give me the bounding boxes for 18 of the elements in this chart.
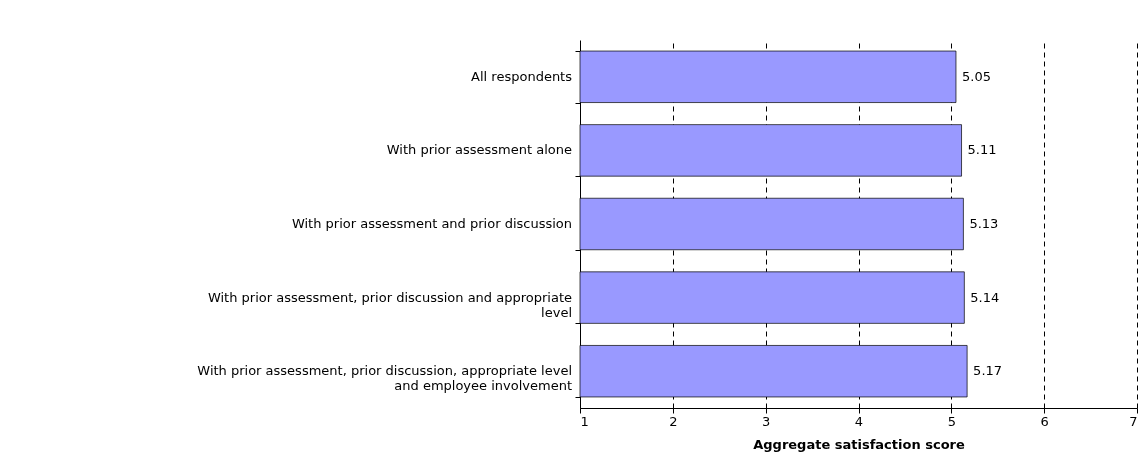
x-tick-label: 1 xyxy=(580,413,589,429)
x-tick-label: 6 xyxy=(1040,413,1049,429)
x-tick-label: 5 xyxy=(947,413,956,429)
x-tick-label: 7 xyxy=(1129,413,1138,429)
x-tick-label: 4 xyxy=(854,413,864,429)
data-label: 5.11 xyxy=(967,142,997,158)
x-tick-label: 2 xyxy=(669,413,678,429)
data-label: 5.05 xyxy=(961,68,991,84)
y-tick-label: With prior assessment and prior discussion xyxy=(291,216,572,231)
data-label: 5.17 xyxy=(973,363,1003,379)
data-label: 5.14 xyxy=(970,289,1000,305)
data-label: 5.13 xyxy=(969,216,999,231)
x-tick-label: 3 xyxy=(762,413,771,429)
y-tick-label: All respondents xyxy=(471,68,573,84)
y-tick-label: With prior assessment, prior discussion and appropriate level xyxy=(207,289,572,320)
y-tick-label: With prior assessment, prior discussion, appropriate level and employee involvement xyxy=(197,363,572,394)
y-tick-label: With prior assessment alone xyxy=(386,142,572,158)
x-axis-title: Aggregate satisfaction score xyxy=(753,436,965,452)
